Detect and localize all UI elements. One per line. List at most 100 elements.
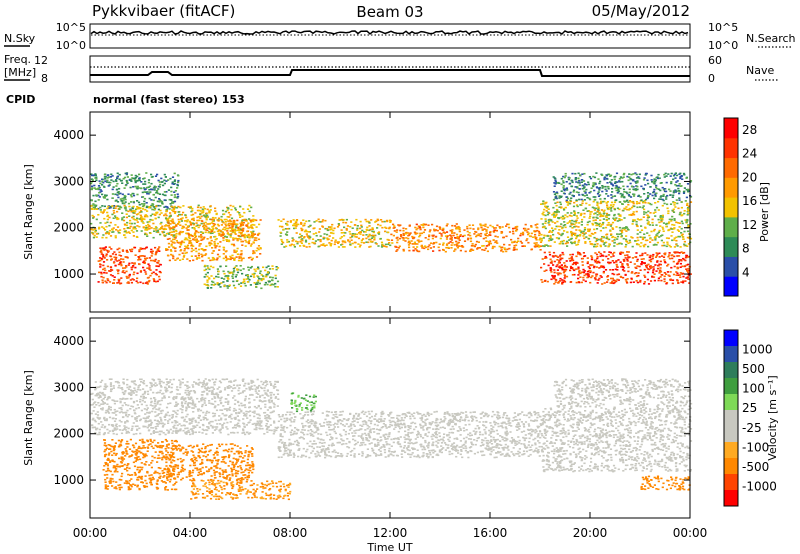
power-cell xyxy=(587,183,590,186)
power-cell xyxy=(291,237,294,239)
power-cell xyxy=(428,244,431,246)
velocity-cell xyxy=(122,411,125,414)
power-cell xyxy=(687,243,690,245)
nave-tick-top: 60 xyxy=(708,54,722,67)
velocity-cell xyxy=(185,409,188,412)
power-cell xyxy=(559,203,562,206)
power-cell xyxy=(252,252,255,255)
velocity-cell xyxy=(248,397,251,400)
power-cell xyxy=(234,287,237,289)
power-cell xyxy=(128,274,131,276)
velocity-cell xyxy=(176,421,179,423)
power-cell xyxy=(140,216,143,218)
power-cell xyxy=(407,244,411,246)
power-cell xyxy=(599,255,602,258)
power-cell xyxy=(98,226,101,229)
power-cell xyxy=(610,201,614,204)
power-cell xyxy=(186,225,190,227)
power-cell xyxy=(455,240,458,243)
power-cell xyxy=(658,263,661,266)
power-cell xyxy=(111,228,114,230)
power-cell xyxy=(187,206,190,208)
power-cell xyxy=(609,282,612,284)
power-cell xyxy=(514,226,517,228)
power-cell xyxy=(109,206,112,209)
power-cell xyxy=(599,225,602,228)
power-cell xyxy=(649,254,652,257)
power-cell xyxy=(111,275,114,277)
power-cell xyxy=(118,205,121,208)
velocity-cell xyxy=(93,402,96,404)
power-cell xyxy=(559,265,562,268)
power-cell xyxy=(92,206,95,209)
power-cell xyxy=(489,231,492,233)
power-cell xyxy=(179,241,182,244)
velocity-cell xyxy=(157,408,160,411)
velocity-cell xyxy=(211,425,214,428)
power-cell xyxy=(651,276,654,278)
velocity-cell xyxy=(223,408,226,410)
power-cell xyxy=(627,270,630,273)
power-cell xyxy=(353,224,356,226)
power-cell xyxy=(611,253,614,255)
power-cell xyxy=(103,217,106,220)
power-cell xyxy=(626,208,629,211)
power-cell xyxy=(103,267,106,270)
power-cell xyxy=(266,283,269,286)
power-cell xyxy=(99,259,102,262)
power-cell xyxy=(541,213,544,215)
power-cell xyxy=(635,173,638,176)
power-cell xyxy=(602,221,605,224)
power-cell xyxy=(533,242,536,244)
power-cell xyxy=(572,191,575,193)
power-cell xyxy=(551,255,554,257)
power-cell xyxy=(100,257,103,260)
velocity-cell xyxy=(184,402,187,405)
velocity-cell xyxy=(120,432,124,435)
power-cell xyxy=(536,229,539,232)
power-cell xyxy=(127,264,130,266)
power-cell xyxy=(615,184,618,187)
power-cell xyxy=(586,257,589,259)
power-cell xyxy=(484,233,487,236)
power-cell xyxy=(158,186,161,188)
power-cell xyxy=(119,229,122,231)
power-cell xyxy=(442,227,445,230)
power-cell xyxy=(489,242,492,245)
power-cell xyxy=(250,231,253,233)
power-cell xyxy=(558,195,561,197)
power-cell xyxy=(564,270,567,272)
power-cell xyxy=(545,257,548,259)
power-cell xyxy=(685,277,688,279)
power-cell xyxy=(592,175,595,178)
power-cell xyxy=(239,216,242,218)
power-cell xyxy=(569,238,572,240)
power-cell xyxy=(627,209,630,211)
power-cell xyxy=(170,186,173,189)
power-cell xyxy=(635,177,639,179)
velocity-cell xyxy=(198,426,201,429)
power-cell xyxy=(190,242,193,245)
power-cell xyxy=(438,232,441,234)
velocity-cell xyxy=(161,397,164,399)
power-cell xyxy=(560,190,563,192)
power-cell xyxy=(98,191,101,194)
power-cell xyxy=(164,234,167,237)
power-cell xyxy=(609,251,612,254)
power-cell xyxy=(173,191,176,193)
power-cell xyxy=(205,225,208,228)
velocity-cell xyxy=(260,425,263,427)
power-cell xyxy=(663,272,666,274)
power-cell xyxy=(622,176,625,178)
power-cell xyxy=(586,261,589,263)
power-cell xyxy=(466,225,469,228)
power-cell xyxy=(606,224,609,226)
power-cell xyxy=(655,186,658,189)
power-cell xyxy=(136,236,139,238)
power-cell xyxy=(287,240,290,243)
power-cell xyxy=(650,174,653,177)
power-cell xyxy=(556,201,559,204)
velocity-cell xyxy=(160,412,163,415)
power-cell xyxy=(131,248,134,251)
power-cell xyxy=(144,214,147,217)
